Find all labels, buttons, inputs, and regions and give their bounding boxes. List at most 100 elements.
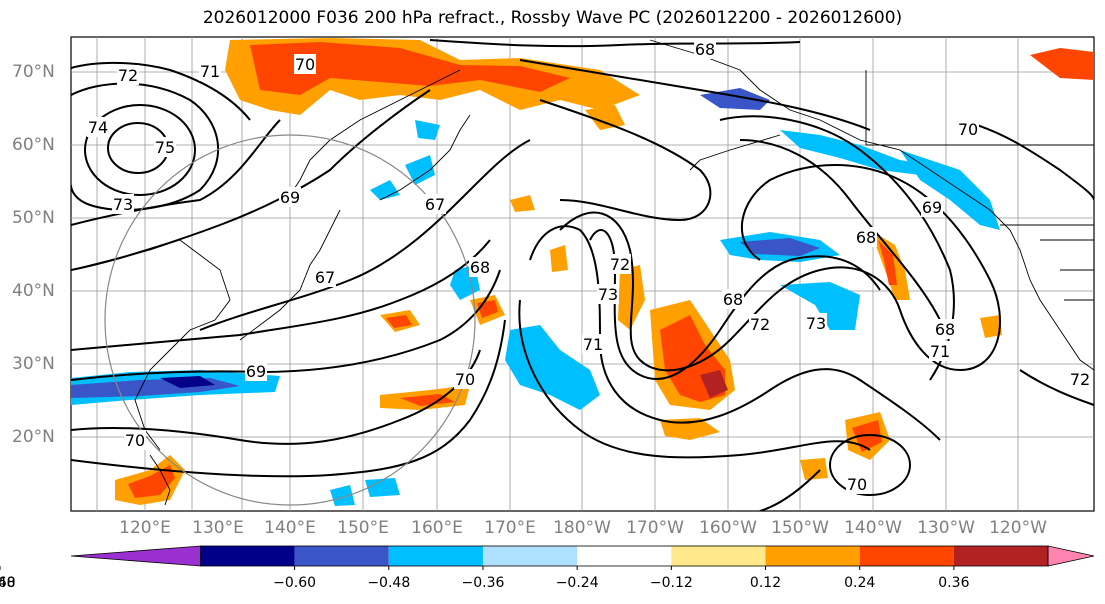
contour-label: 72 xyxy=(1070,370,1090,389)
colorbar-tick-label: 0.60 xyxy=(0,575,16,591)
colorbar xyxy=(0,545,1095,570)
contour-label: 70 xyxy=(958,120,978,139)
contour-label: 70 xyxy=(295,55,315,74)
colorbar-segment xyxy=(294,546,389,566)
contour-label: 73 xyxy=(113,195,133,214)
contour-label-bg xyxy=(846,474,868,494)
colorbar-segment xyxy=(200,546,295,566)
colorbar-segment xyxy=(671,546,766,566)
colorbar-segment xyxy=(577,546,672,566)
contour-label: 68 xyxy=(695,40,715,59)
longitude-label: 150°W xyxy=(771,518,829,538)
contour-label: 71 xyxy=(583,335,603,354)
longitude-label: 140°W xyxy=(844,518,902,538)
colorbar-segment xyxy=(482,546,578,566)
colorbar-tick-label: −0.60 xyxy=(273,575,317,591)
colorbar-tick-label: 0.48 xyxy=(0,575,16,591)
contour-label: 72 xyxy=(610,255,630,274)
contour-label-bg xyxy=(454,369,476,389)
longitude-label: 160°E xyxy=(411,518,463,538)
colorbar-tick-label: 0.24 xyxy=(844,575,876,591)
contour-label-bg xyxy=(245,361,267,381)
map-title: 2026012000 F036 200 hPa refract., Rossby… xyxy=(202,8,903,28)
colorbar-outline xyxy=(200,545,1049,567)
contour-label-bg xyxy=(112,194,134,214)
colorbar-tick-label: −0.36 xyxy=(461,575,505,591)
contour-label: 67 xyxy=(425,195,445,214)
longitude-label: 130°W xyxy=(917,518,975,538)
contour-label-bg xyxy=(314,267,336,287)
contour-label-bg xyxy=(469,257,491,277)
contour-label: 70 xyxy=(125,431,145,450)
contour-label-bg xyxy=(424,194,446,214)
contour-label: 72 xyxy=(750,315,770,334)
contour-label-bg xyxy=(805,313,827,333)
longitude-label: 170°E xyxy=(484,518,536,538)
contour-label: 68 xyxy=(723,290,743,309)
contour-label-bg xyxy=(694,39,716,59)
longitude-label: 160°W xyxy=(699,518,757,538)
latitude-label: 20°N xyxy=(12,427,55,447)
contour-label-bg xyxy=(154,137,176,157)
contour-label-bg xyxy=(117,65,139,85)
longitude-label: 170°W xyxy=(626,518,684,538)
contour-label: 72 xyxy=(118,66,138,85)
contour-label-bg xyxy=(597,284,619,304)
latitude-label: 40°N xyxy=(12,281,55,301)
contour-label: 68 xyxy=(935,320,955,339)
contour-labels: 72 74 75 73 71 70 69 67 67 68 68 68 70 73 72 71 72 73 68 69… xyxy=(87,39,1091,494)
latitude-label: 30°N xyxy=(12,354,55,374)
contour-label: 75 xyxy=(155,138,175,157)
longitude-label: 150°E xyxy=(337,518,389,538)
domain-circle xyxy=(104,134,476,506)
colorbar-tick-label: 0.36 xyxy=(938,575,970,591)
contour-label-bg xyxy=(921,197,943,217)
contour-label-bg xyxy=(934,319,956,339)
contour-label-bg xyxy=(609,254,631,274)
contour-label: 67 xyxy=(315,268,335,287)
map-frame xyxy=(70,36,1095,512)
contour-label: 68 xyxy=(470,258,490,277)
colorbar-segment xyxy=(70,545,201,567)
latitude-label: 50°N xyxy=(12,208,55,228)
contour-label-bg xyxy=(87,117,109,137)
contour-label-bg xyxy=(722,289,744,309)
shading-regions xyxy=(71,38,1094,506)
colorbar-segment xyxy=(953,546,1049,566)
contour-label: 68 xyxy=(856,228,876,247)
colorbar-segment xyxy=(765,546,860,566)
contour-label: 74 xyxy=(88,118,108,137)
longitude-label: 120°E xyxy=(119,518,171,538)
latitude-label: 70°N xyxy=(12,62,55,82)
colorbar-segment xyxy=(388,546,483,566)
contour-label: 71 xyxy=(200,62,220,81)
contour-label: 70 xyxy=(847,475,867,494)
contour-label-bg xyxy=(957,119,979,139)
longitude-label: 140°E xyxy=(264,518,316,538)
colorbar-tick-label: −0.24 xyxy=(555,575,599,591)
contour-label-bg xyxy=(749,314,771,334)
colorbar-tick-label: −0.48 xyxy=(367,575,411,591)
contour-label: 71 xyxy=(930,342,950,361)
contour-label: 73 xyxy=(598,285,618,304)
contour-label-bg xyxy=(294,54,316,74)
colorbar-tick-label: −0.12 xyxy=(649,575,693,591)
contour-label: 69 xyxy=(922,198,942,217)
contour-label: 70 xyxy=(455,370,475,389)
contour-label: 73 xyxy=(806,314,826,333)
contour-label-bg xyxy=(582,334,604,354)
colorbar-tick-label: 0.12 xyxy=(749,575,782,591)
contour-label: 69 xyxy=(280,188,300,207)
contour-label-bg xyxy=(855,227,877,247)
contour-label-bg xyxy=(929,341,951,361)
contour-label: 69 xyxy=(246,362,266,381)
contour-label-bg xyxy=(1069,369,1091,389)
contour-label-bg xyxy=(124,430,146,450)
longitude-label: 180°W xyxy=(553,518,611,538)
contour-label-bg xyxy=(279,187,301,207)
colorbar-segment xyxy=(1047,545,1095,567)
contour-label-bg xyxy=(199,61,221,81)
latitude-label: 60°N xyxy=(12,135,55,155)
longitude-label: 120°W xyxy=(989,518,1047,538)
